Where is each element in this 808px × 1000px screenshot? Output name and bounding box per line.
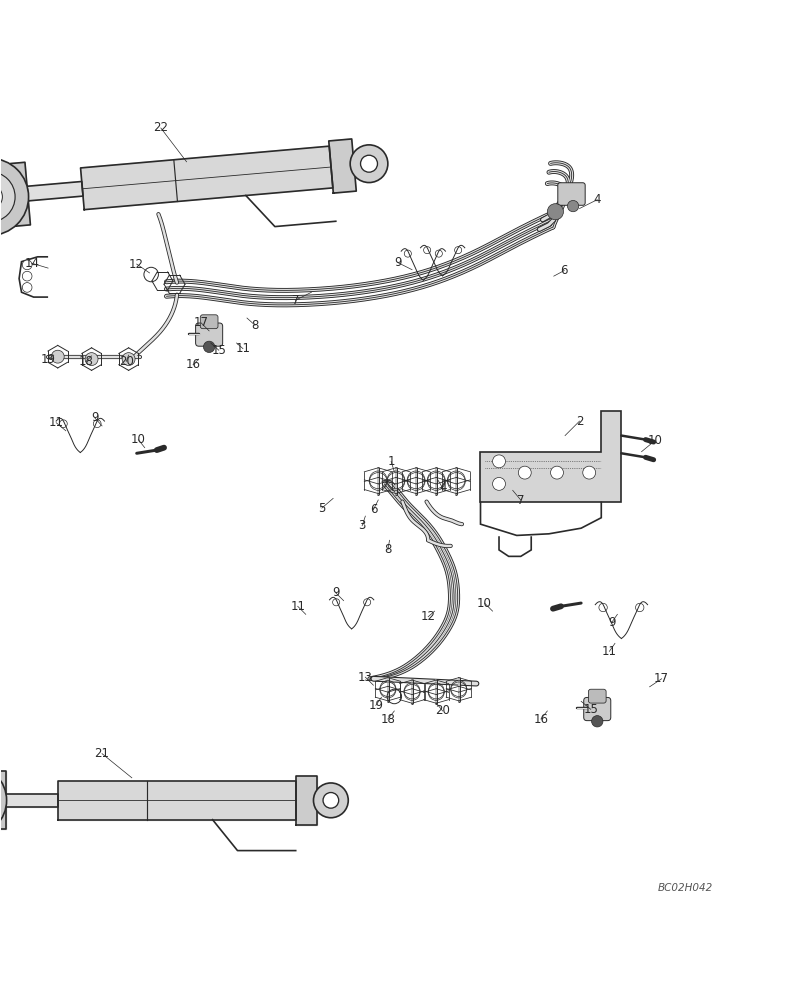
Text: 7: 7 bbox=[292, 294, 299, 307]
Text: 2: 2 bbox=[576, 415, 583, 428]
Text: 4: 4 bbox=[439, 481, 446, 494]
Polygon shape bbox=[6, 794, 58, 807]
Circle shape bbox=[567, 200, 579, 212]
Text: 16: 16 bbox=[186, 358, 200, 371]
Circle shape bbox=[204, 341, 215, 353]
Polygon shape bbox=[481, 411, 621, 502]
Circle shape bbox=[314, 783, 348, 818]
Circle shape bbox=[122, 353, 135, 366]
Circle shape bbox=[591, 716, 603, 727]
Polygon shape bbox=[81, 146, 333, 210]
Polygon shape bbox=[296, 776, 317, 825]
FancyBboxPatch shape bbox=[200, 315, 218, 329]
Circle shape bbox=[0, 185, 2, 209]
Polygon shape bbox=[27, 181, 83, 201]
FancyBboxPatch shape bbox=[583, 697, 611, 721]
Text: 19: 19 bbox=[368, 699, 383, 712]
Text: 12: 12 bbox=[129, 258, 144, 271]
Circle shape bbox=[547, 204, 563, 220]
Text: BC02H042: BC02H042 bbox=[659, 883, 713, 893]
Polygon shape bbox=[329, 139, 356, 193]
Text: 15: 15 bbox=[212, 344, 226, 357]
Polygon shape bbox=[11, 162, 31, 226]
FancyBboxPatch shape bbox=[196, 323, 223, 346]
Text: 10: 10 bbox=[648, 434, 663, 447]
Text: 6: 6 bbox=[561, 264, 568, 277]
Text: 11: 11 bbox=[48, 416, 64, 429]
Text: 14: 14 bbox=[24, 257, 40, 270]
Circle shape bbox=[0, 172, 15, 222]
Text: 15: 15 bbox=[583, 703, 598, 716]
Circle shape bbox=[350, 145, 388, 183]
Text: 11: 11 bbox=[602, 645, 617, 658]
Circle shape bbox=[0, 765, 6, 836]
Text: 19: 19 bbox=[40, 353, 56, 366]
Text: 16: 16 bbox=[533, 713, 549, 726]
Polygon shape bbox=[58, 781, 296, 820]
Text: 20: 20 bbox=[436, 704, 450, 717]
Text: 9: 9 bbox=[608, 616, 616, 629]
Circle shape bbox=[493, 477, 506, 490]
Text: 22: 22 bbox=[154, 121, 168, 134]
Text: 7: 7 bbox=[517, 493, 524, 506]
Text: 21: 21 bbox=[95, 747, 110, 760]
Text: 11: 11 bbox=[290, 600, 305, 613]
Text: 5: 5 bbox=[318, 502, 326, 515]
Text: 9: 9 bbox=[332, 586, 339, 599]
Text: 13: 13 bbox=[358, 671, 372, 684]
FancyBboxPatch shape bbox=[558, 183, 585, 205]
Circle shape bbox=[23, 271, 32, 281]
Text: 11: 11 bbox=[235, 342, 250, 355]
Circle shape bbox=[85, 353, 98, 366]
Text: 8: 8 bbox=[251, 319, 259, 332]
Text: 10: 10 bbox=[131, 433, 145, 446]
Circle shape bbox=[493, 455, 506, 468]
Circle shape bbox=[0, 158, 28, 235]
Text: 3: 3 bbox=[359, 519, 366, 532]
Circle shape bbox=[360, 155, 377, 172]
Text: 9: 9 bbox=[393, 256, 402, 269]
Text: 9: 9 bbox=[91, 411, 99, 424]
Circle shape bbox=[23, 260, 32, 270]
FancyBboxPatch shape bbox=[588, 689, 606, 703]
Polygon shape bbox=[0, 771, 6, 829]
Circle shape bbox=[550, 466, 563, 479]
Text: 18: 18 bbox=[381, 713, 395, 726]
Text: 8: 8 bbox=[385, 543, 392, 556]
Text: 4: 4 bbox=[594, 193, 601, 206]
Text: 20: 20 bbox=[119, 355, 133, 368]
Circle shape bbox=[583, 466, 595, 479]
Text: 18: 18 bbox=[78, 355, 94, 368]
Text: 10: 10 bbox=[477, 597, 492, 610]
Circle shape bbox=[323, 793, 339, 808]
Text: 1: 1 bbox=[387, 455, 395, 468]
Text: 6: 6 bbox=[369, 503, 377, 516]
Circle shape bbox=[23, 283, 32, 292]
Circle shape bbox=[519, 466, 531, 479]
Text: 17: 17 bbox=[654, 672, 669, 685]
Text: 17: 17 bbox=[194, 316, 208, 329]
Text: 12: 12 bbox=[421, 610, 436, 623]
Circle shape bbox=[52, 350, 64, 363]
